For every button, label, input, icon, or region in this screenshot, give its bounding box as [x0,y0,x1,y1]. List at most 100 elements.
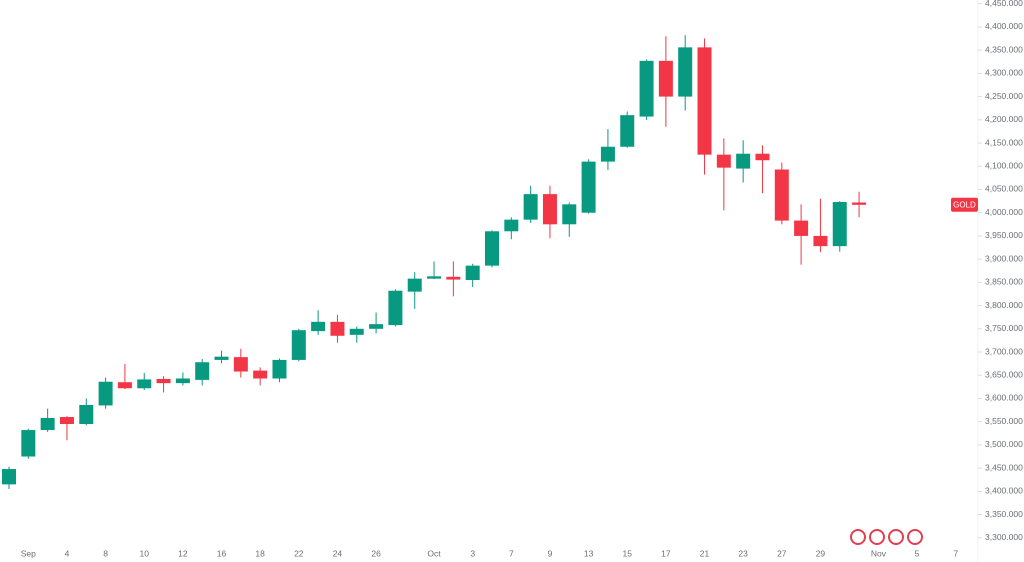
y-tick-label: 3,450.000 [985,462,1023,472]
y-tick-label: 3,300.000 [985,532,1023,542]
candle-body [195,362,210,380]
candle-body [755,153,770,161]
candle-body [98,381,113,406]
candle-body [465,265,480,281]
x-tick-label: Nov [871,548,887,558]
candle-body [233,357,248,372]
y-tick-label: 3,900.000 [985,253,1023,263]
y-tick-label: 4,450.000 [985,0,1023,8]
candle-body [697,47,712,155]
x-tick-label: 10 [140,548,150,558]
x-tick-label: 22 [294,548,304,558]
candle-body [369,324,384,329]
candle-body [137,379,152,389]
x-tick-label: 7 [509,548,514,558]
price-badge [951,197,978,212]
candle-body [542,194,557,225]
candle-body [639,60,654,117]
candle-body [407,278,422,292]
candle-body [736,153,751,169]
candle-body [388,290,403,326]
x-tick-label: 15 [623,548,633,558]
x-tick-label: 8 [103,548,108,558]
candle-body [600,146,615,162]
candle-body [658,60,673,97]
event-icon[interactable] [907,529,923,545]
y-tick-label: 4,300.000 [985,68,1023,78]
y-tick-label: 3,550.000 [985,416,1023,426]
x-tick-label: 4 [65,548,70,558]
y-tick-label: 4,150.000 [985,137,1023,147]
x-tick-label: 3 [470,548,475,558]
x-tick-label: Oct [427,548,441,558]
y-tick-label: 4,200.000 [985,114,1023,124]
candle-body [59,417,74,425]
candle-body [813,235,828,247]
candle-body [852,202,867,205]
candle-body [562,204,577,225]
candle-body [21,430,36,457]
candle-body [349,328,364,335]
candle-body [485,231,499,266]
candle-body [678,47,693,97]
candle-body [79,404,94,425]
y-tick-label: 3,750.000 [985,323,1023,333]
candle-body [446,276,461,280]
candle-body [832,202,847,247]
candle-body [214,356,229,360]
event-icons [850,529,923,545]
event-icon[interactable] [869,529,885,545]
x-tick-label: 9 [548,548,553,558]
y-tick-label: 3,950.000 [985,230,1023,240]
y-tick-label: 4,000.000 [985,207,1023,217]
y-tick-label: 4,100.000 [985,161,1023,171]
y-tick-label: 3,400.000 [985,486,1023,496]
x-tick-label: 7 [953,548,958,558]
x-tick-label: Sep [21,548,36,558]
candle-body [774,169,789,221]
y-tick-label: 4,400.000 [985,21,1023,31]
x-tick-label: 18 [255,548,265,558]
x-tick-label: 29 [816,548,826,558]
candle-body [311,321,326,332]
symbol-label: GOLD [953,200,976,209]
event-icon[interactable] [850,529,866,545]
candle-body [253,370,268,379]
x-tick-label: 17 [661,548,671,558]
candle-body [794,220,809,236]
candle-body [523,194,538,220]
candle-body [40,417,55,431]
candle-body [291,330,306,360]
x-tick-label: 26 [371,548,381,558]
y-tick-label: 4,050.000 [985,184,1023,194]
x-tick-label: 21 [700,548,710,558]
y-tick-label: 4,350.000 [985,44,1023,54]
candle-body [2,469,16,485]
y-tick-label: 3,650.000 [985,369,1023,379]
candle-body [716,154,731,168]
y-tick-label: 3,350.000 [985,509,1023,519]
candle-body [156,378,171,384]
y-tick-label: 4,250.000 [985,91,1023,101]
candle-body [620,115,635,147]
candle-body [175,378,190,384]
x-tick-label: 12 [178,548,188,558]
y-tick-label: 3,700.000 [985,346,1023,356]
y-tick-label: 3,850.000 [985,277,1023,287]
candle-body [581,161,596,213]
candle-body [272,359,287,379]
x-tick-label: 24 [333,548,343,558]
x-tick-label: 23 [738,548,748,558]
x-tick-label: 27 [777,548,787,558]
candle-body [427,276,442,279]
candle-body [330,321,345,336]
y-tick-label: 3,500.000 [985,439,1023,449]
x-tick-label: 5 [915,548,920,558]
candle-body [504,219,519,232]
candle-body [117,382,132,389]
y-tick-label: 3,600.000 [985,393,1023,403]
y-tick-label: 3,800.000 [985,300,1023,310]
event-icon[interactable] [888,529,904,545]
